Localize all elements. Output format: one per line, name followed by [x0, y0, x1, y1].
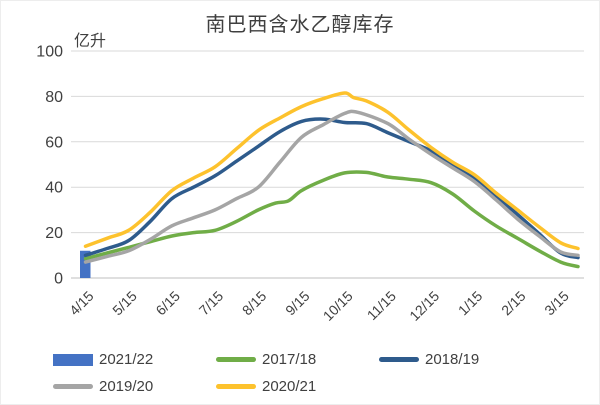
legend-item-2021-22: 2021/22 — [53, 346, 216, 373]
y-tick-label: 0 — [54, 271, 63, 288]
x-tick-label: 7/15 — [196, 288, 227, 319]
y-tick-label: 40 — [45, 180, 63, 197]
line-series-2017-18 — [83, 170, 580, 269]
x-tick-label: 5/15 — [109, 288, 140, 319]
chart-legend: 2021/22 2017/18 2018/19 2019/20 2020/21 — [53, 346, 593, 400]
y-tick-label: 80 — [45, 89, 63, 106]
y-axis-unit-label: 亿升 — [74, 33, 107, 50]
x-tick-label: 3/15 — [541, 288, 572, 319]
x-tick-label: 4/15 — [66, 288, 97, 319]
legend-swatch-bar — [53, 353, 93, 366]
line-series-2018-19 — [83, 117, 580, 260]
legend-swatch-line — [53, 384, 93, 389]
x-tick-label: 11/15 — [364, 288, 400, 324]
legend-label: 2018/19 — [425, 351, 480, 368]
bar-series-2021-22 — [80, 250, 91, 278]
x-tick-label: 9/15 — [282, 288, 313, 319]
legend-label: 2017/18 — [262, 351, 317, 368]
y-tick-label: 100 — [36, 44, 63, 61]
y-tick-label: 60 — [45, 134, 63, 151]
x-tick-label: 6/15 — [152, 288, 183, 319]
x-tick-label: 2/15 — [498, 288, 529, 319]
x-tick-label: 10/15 — [320, 288, 356, 324]
line-series-2020-21 — [83, 91, 580, 251]
legend-swatch-line — [379, 357, 419, 362]
line-series-2019-20 — [83, 109, 580, 264]
legend-label: 2020/21 — [262, 378, 317, 395]
chart-title: 南巴西含水乙醇库存 — [205, 14, 395, 36]
legend-label: 2021/22 — [99, 351, 154, 368]
x-tick-label: 8/15 — [239, 288, 270, 319]
legend-item-2019-20: 2019/20 — [53, 373, 216, 400]
legend-label: 2019/20 — [99, 378, 154, 395]
x-tick-label: 1/15 — [455, 288, 486, 319]
legend-item-2017-18: 2017/18 — [216, 346, 379, 373]
y-tick-label: 20 — [45, 225, 63, 242]
legend-item-2018-19: 2018/19 — [379, 346, 542, 373]
legend-swatch-line — [216, 357, 256, 362]
legend-swatch-line — [216, 384, 256, 389]
x-tick-label: 12/15 — [406, 288, 442, 324]
legend-item-2020-21: 2020/21 — [216, 373, 379, 400]
